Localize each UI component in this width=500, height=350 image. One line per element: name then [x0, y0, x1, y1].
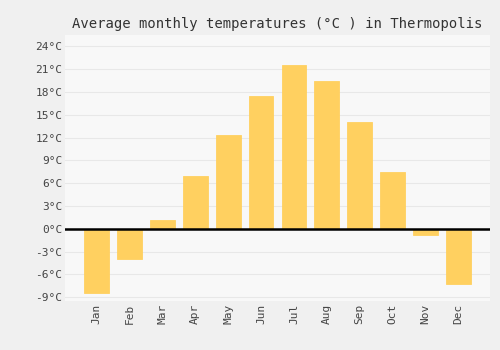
- Bar: [314, 80, 339, 229]
- Bar: [446, 229, 470, 284]
- Bar: [216, 135, 240, 229]
- Title: Average monthly temperatures (°C ) in Thermopolis: Average monthly temperatures (°C ) in Th…: [72, 17, 482, 31]
- Bar: [413, 229, 438, 235]
- Bar: [282, 65, 306, 229]
- Bar: [117, 229, 142, 259]
- Bar: [183, 176, 208, 229]
- Bar: [248, 96, 274, 229]
- Bar: [380, 172, 405, 229]
- Bar: [348, 122, 372, 229]
- Bar: [84, 229, 109, 293]
- Bar: [150, 220, 174, 229]
